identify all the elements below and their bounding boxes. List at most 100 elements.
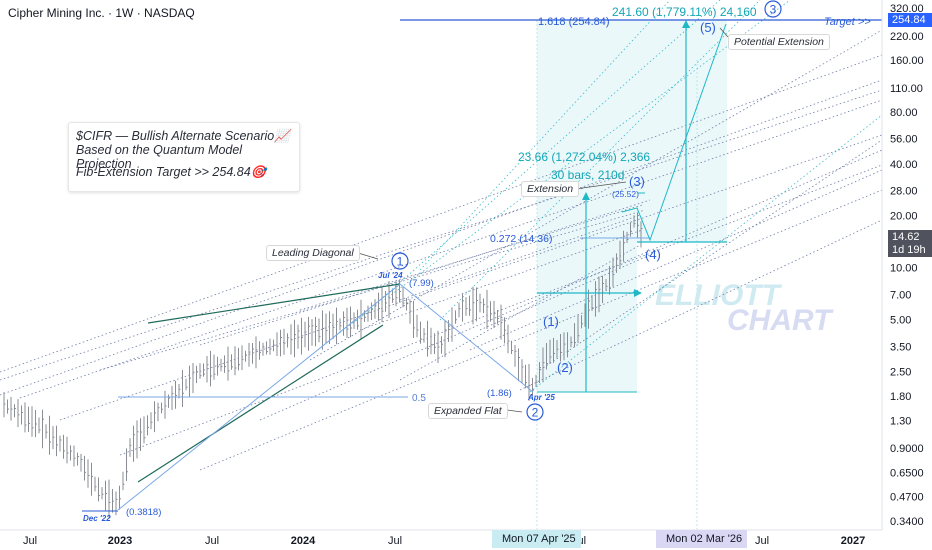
wave-i-label: (1) [543,314,559,329]
leading-diagonal-pointer [357,252,379,260]
watermark-elliott: ELLIOTT [655,279,783,312]
diagonal-lower-line [137,324,384,483]
fan-line [399,214,641,301]
pivot-apr25-date: Apr '25 [527,393,555,402]
wave-v-label: (5) [700,20,716,35]
target-price-badge: 254.84 [888,13,932,27]
time-tick: Jul [23,535,37,547]
time-tick: Jul [205,535,219,547]
measure1-arrowhead-up [582,192,590,200]
zone-main [537,20,637,392]
wave-iii-label: (3) [629,174,645,189]
price-tick: 56.00 [890,134,918,146]
fan-line [539,139,883,371]
pivot-jul24-date: Jul '24 [378,271,403,280]
price-candles [3,212,643,519]
fan-line [19,99,883,399]
price-tick: 220.00 [890,31,924,43]
pivot-apr25-value: (1.86) [487,388,512,399]
price-tick: 3.50 [890,341,911,353]
price-tick: 28.00 [890,186,918,198]
measure1-line2: 30 bars, 210d [551,168,624,182]
price-tick: 80.00 [890,107,918,119]
fib-0272-label: 0.272 (14.36) [490,233,552,245]
pivot-dec22-value: (0.3818) [126,507,161,518]
price-tick: 5.00 [890,315,911,327]
note-line-2: Based on the Quantum Model Projection [76,143,243,171]
potential-extension-callout: Potential Extension [728,34,830,50]
cursor-date-badge: Mon 07 Apr '25 [497,530,581,548]
time-tick: Jul [755,535,769,547]
fan-line [419,0,671,271]
wave3-circle [764,0,782,18]
price-tick: 20.00 [890,211,918,223]
target-label: Target >> [824,16,871,28]
current-price-badge: 14.62 [888,230,932,244]
wave1-label: 1 [397,255,404,269]
fib-0.5-label: 0.5 [412,393,426,404]
pivot-jul24-value: (7.99) [409,278,434,289]
fan-line [199,189,883,471]
price-tick: 40.00 [890,159,918,171]
scenario-note: $CIFR — Bullish Alternate Scenario📈 Base… [68,122,300,192]
price-tick: 0.9000 [890,443,924,455]
time-tick: 2027 [841,535,865,547]
price-tick: 0.3400 [890,516,924,528]
price-tick: 2.50 [890,367,911,379]
wave-ii-label: (2) [557,360,573,375]
expanded-flat-callout: Expanded Flat [428,403,508,419]
fib-1618-label: 1.618 (254.84) [538,16,610,28]
extension-pointer [574,181,627,190]
fan-line [0,89,883,381]
wave2-circle [526,403,544,421]
projection-date-badge: Mon 02 Mar '26 [661,530,748,548]
price-tick: 110.00 [890,83,923,95]
pivot-w3-value: (25.52) [612,189,639,199]
fan-line [199,199,651,346]
watermark-chart: CHART [727,304,834,337]
time-tick: Jul [388,535,402,547]
pivot-dec22-date: Dec '22 [83,514,111,523]
note-line-3: Fib-Extension Target >> 254.84🎯 [76,165,267,179]
fan-line [529,114,883,393]
fan-line [519,219,883,391]
price-tick: 7.00 [890,289,911,301]
price-tick: 0.4700 [890,492,924,504]
price-tick: 10.00 [890,263,918,275]
measure2-arrowhead-up [682,20,690,28]
expanded-flat-pointer [506,409,523,413]
price-tick: 1.30 [890,416,911,428]
zone-upper [637,20,727,242]
fan-line [99,209,646,371]
fan-line [0,79,883,396]
symbol-title[interactable]: Cipher Mining Inc. · 1W · NASDAQ [8,6,195,20]
fan-line [329,0,791,341]
note-line-1: $CIFR — Bullish Alternate Scenario📈 [76,129,290,143]
wave3-label: 3 [770,3,777,17]
measure1-arrowhead-right [634,289,642,297]
measure1-line1: 23.66 (1,272.04%) 2,366 [518,150,650,164]
wave-iv-label: (4) [645,247,661,262]
projected-path [621,23,727,242]
wave1-circle [391,252,409,270]
countdown-badge: 1d 19h [888,243,932,257]
fan-line [469,169,883,351]
time-tick: 2024 [291,535,316,547]
price-tick: 160.00 [890,55,924,67]
fan-line [439,0,761,321]
fib-fan-lines [0,0,883,471]
measure2-label: 241.60 (1,779.11%) 24,160 [612,5,757,19]
fan-line [0,54,883,373]
potential-extension-pointer [719,27,729,38]
diagonal-upper-line [147,283,401,324]
wave2-path [399,283,534,393]
leading-diagonal-callout: Leading Diagonal [266,245,360,261]
price-tick: 1.80 [890,391,911,403]
price-axis[interactable]: 320.00 220.00 160.00 110.00 80.00 56.00 40.00 2… [890,3,924,528]
fan-line [399,244,641,381]
fan-line [359,229,643,331]
time-tick: 2023 [108,535,132,547]
wave2-label: 2 [532,406,539,420]
price-tick: 0.6500 [890,467,924,479]
